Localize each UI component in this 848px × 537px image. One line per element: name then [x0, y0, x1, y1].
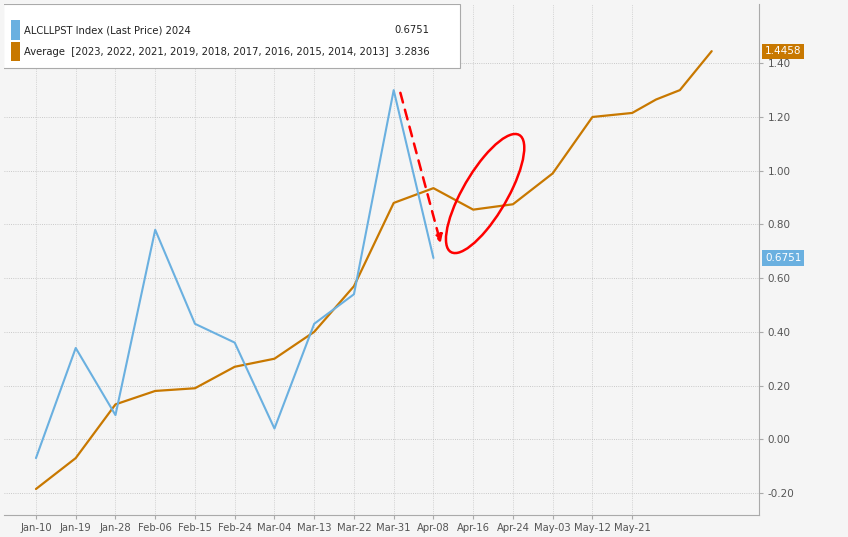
Text: 0.6751: 0.6751	[394, 25, 429, 35]
Text: Average  [2023, 2022, 2021, 2019, 2018, 2017, 2016, 2015, 2014, 2013]  3.2836: Average [2023, 2022, 2021, 2019, 2018, 2…	[24, 47, 429, 56]
FancyBboxPatch shape	[3, 4, 460, 68]
Text: ALCLLPST Index (Last Price) 2024: ALCLLPST Index (Last Price) 2024	[24, 25, 191, 35]
Bar	[11, 42, 20, 61]
Bar	[11, 20, 20, 40]
Text: 1.4458: 1.4458	[765, 46, 801, 56]
Text: 0.6751: 0.6751	[765, 253, 801, 263]
